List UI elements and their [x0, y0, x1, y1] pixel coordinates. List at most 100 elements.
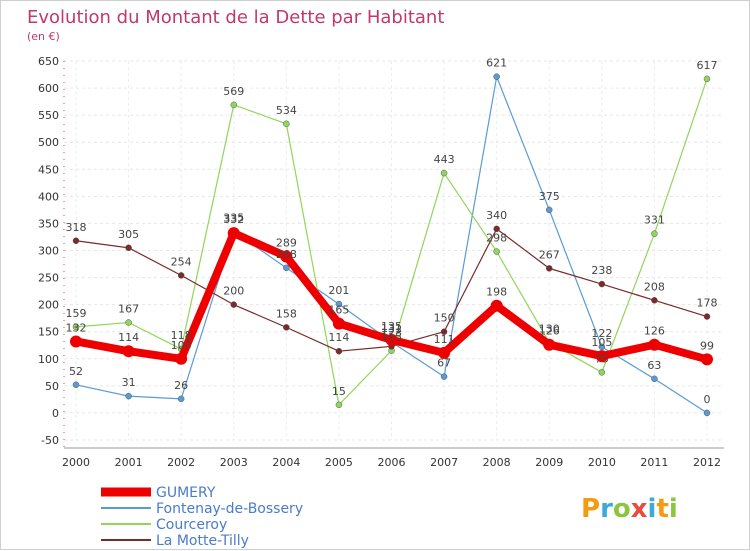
data-point: [651, 297, 658, 304]
y-tick-label: 550: [38, 109, 59, 122]
y-tick-label: 300: [38, 245, 59, 258]
x-tick-label: 2004: [272, 456, 300, 469]
data-label: 118: [171, 329, 192, 342]
data-label: 31: [122, 376, 136, 389]
y-tick-label: 0: [52, 407, 59, 420]
data-point: [177, 395, 185, 403]
y-tick-label: 500: [38, 136, 59, 149]
data-label: 99: [700, 339, 714, 352]
y-tick-label: 100: [38, 353, 59, 366]
y-tick-label: 350: [38, 217, 59, 230]
data-label: 289: [276, 236, 297, 249]
data-label: 135: [381, 320, 402, 333]
data-label: 122: [591, 327, 612, 340]
data-point: [125, 392, 132, 400]
data-label: 131: [381, 322, 402, 335]
y-tick-label: 50: [45, 380, 59, 393]
data-label: 123: [381, 326, 402, 339]
legend-label: GUMERY: [156, 485, 216, 501]
data-label: 200: [223, 285, 244, 298]
data-point: [177, 272, 185, 279]
y-tick-label: 200: [38, 299, 59, 312]
x-tick-label: 2002: [167, 456, 195, 469]
data-label: 132: [66, 321, 87, 334]
data-point: [490, 299, 503, 312]
data-point: [703, 75, 711, 83]
data-point: [598, 280, 606, 288]
data-point: [493, 73, 500, 80]
data-label: 178: [697, 297, 718, 310]
data-label: 105: [591, 336, 612, 349]
legend-label: Courceroy: [156, 517, 227, 533]
data-label: 0: [704, 393, 711, 406]
data-point: [440, 328, 448, 335]
data-label: 318: [66, 221, 87, 234]
data-point: [230, 101, 237, 109]
data-label: 75: [595, 352, 609, 365]
data-label: 150: [434, 312, 455, 325]
data-label: 130: [539, 323, 560, 336]
data-point: [230, 301, 237, 308]
data-label: 165: [328, 304, 349, 317]
data-point: [543, 338, 556, 351]
data-label: 443: [434, 153, 455, 166]
data-point: [283, 324, 290, 331]
data-point: [175, 352, 188, 365]
data-label: 167: [118, 303, 139, 316]
x-tick-label: 2001: [115, 456, 143, 469]
data-point: [701, 353, 713, 366]
data-label: 621: [486, 57, 507, 70]
data-label: 15: [332, 385, 346, 398]
data-point: [595, 350, 608, 363]
x-tick-label: 2010: [588, 456, 616, 469]
data-point: [332, 317, 345, 330]
data-label: 331: [644, 214, 665, 227]
data-label: 332: [223, 213, 244, 226]
data-point: [703, 409, 711, 417]
y-tick-label: 450: [38, 163, 59, 176]
data-point: [703, 313, 711, 320]
data-point: [598, 343, 606, 351]
data-point: [440, 373, 448, 380]
data-label: 254: [171, 255, 192, 268]
y-tick-label: 150: [38, 326, 59, 339]
data-label: 569: [223, 85, 244, 98]
data-label: 534: [276, 104, 297, 117]
series-lines: [70, 73, 713, 417]
data-point: [70, 335, 82, 348]
data-label: 67: [437, 357, 451, 370]
y-tick-label: 650: [38, 55, 59, 68]
y-tick-label: -50: [41, 434, 59, 447]
x-tick-label: 2006: [378, 456, 406, 469]
data-label: 617: [697, 59, 718, 72]
data-point: [72, 237, 80, 245]
legend-label: Fontenay-de-Bossery: [156, 501, 303, 517]
data-label: 335: [223, 212, 244, 225]
data-point: [280, 250, 293, 263]
grid: [64, 60, 724, 441]
data-point: [440, 169, 448, 177]
chart-title: Evolution du Montant de la Dette par Hab…: [27, 7, 444, 28]
data-labels: 52 31 26 335 268 201 131 67 621 375 122 63 0 159 167 11…: [66, 57, 718, 406]
data-point: [546, 265, 553, 272]
data-point: [72, 323, 80, 331]
legend-label: La Motte-Tilly: [156, 533, 249, 549]
data-label: 158: [276, 307, 297, 320]
data-point: [335, 300, 343, 308]
data-label: 198: [486, 286, 507, 299]
data-label: 111: [434, 333, 455, 346]
x-tick-label: 2000: [62, 456, 90, 469]
data-point: [227, 227, 240, 240]
data-point: [72, 381, 80, 389]
data-point: [283, 264, 290, 272]
data-point: [546, 206, 553, 214]
data-label: 375: [539, 190, 560, 203]
chart-subtitle: (en €): [27, 30, 60, 43]
data-point: [651, 230, 658, 237]
data-label: 267: [539, 248, 560, 261]
data-point: [335, 347, 343, 355]
x-tick-label: 2009: [535, 456, 563, 469]
